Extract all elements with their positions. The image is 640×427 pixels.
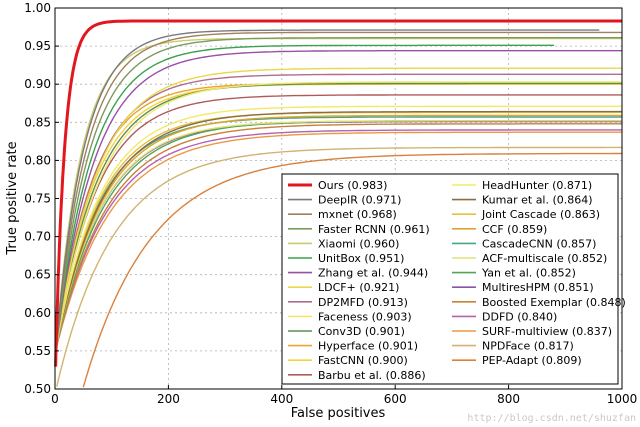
legend-entry-25: NPDFace (0.817): [482, 340, 574, 353]
legend-entry-23: DDFD (0.840): [482, 310, 557, 323]
legend-entry-15: Kumar et al. (0.864): [482, 194, 593, 207]
legend-entry-14: HeadHunter (0.871): [482, 179, 592, 192]
legend-entry-26: PEP-Adapt (0.809): [482, 354, 582, 367]
y-tick-label-10: 1.00: [24, 1, 51, 15]
legend-entry-9: Faceness (0.903): [318, 310, 412, 323]
series-layer: [54, 19, 622, 388]
legend-entry-12: FastCNN (0.900): [318, 354, 408, 367]
y-tick-label-4: 0.70: [24, 230, 51, 244]
x-tick-label-2: 400: [270, 392, 293, 406]
series-line-4: [55, 37, 622, 345]
series-line-14: [55, 105, 622, 349]
legend-entry-3: Faster RCNN (0.961): [318, 223, 430, 236]
y-axis-label: True positive rate: [5, 141, 20, 255]
x-tick-label-4: 800: [497, 392, 520, 406]
legend-box: [281, 173, 619, 385]
y-tick-label-2: 0.60: [24, 306, 51, 320]
axis-ticks: 0 200 400 600 800 1000 0.50 0.55 0.60 0.65 0.70 0.7…: [24, 1, 637, 406]
y-tick-label-0: 0.50: [24, 382, 51, 396]
y-tick-label-7: 0.85: [24, 115, 51, 129]
legend-entry-18: CascadeCNN (0.857): [482, 237, 596, 250]
series-line-6: [55, 50, 622, 348]
x-tick-label-5: 1000: [607, 392, 638, 406]
x-tick-label-3: 600: [384, 392, 407, 406]
x-axis-label: False positives: [291, 406, 386, 421]
legend-entry-7: LDCF+ (0.921): [318, 281, 399, 294]
y-tick-label-8: 0.90: [24, 77, 51, 91]
series-line-9: [55, 81, 622, 348]
legend-entry-6: Zhang et al. (0.944): [318, 267, 428, 280]
series-line-2: [55, 31, 622, 346]
legend-entry-16: Joint Cascade (0.863): [481, 208, 600, 221]
legend-entry-20: Yan et al. (0.852): [481, 267, 576, 280]
legend-entry-8: DP2MFD (0.913): [318, 296, 408, 309]
legend-entry-10: Conv3D (0.901): [318, 325, 405, 338]
series-line-15: [55, 110, 622, 349]
legend-entry-0: Ours (0.983): [318, 179, 387, 192]
legend-entry-2: mxnet (0.968): [318, 208, 397, 221]
legend-entry-1: DeepIR (0.971): [318, 194, 401, 207]
series-line-1: [55, 29, 600, 345]
y-tick-label-1: 0.55: [24, 344, 51, 358]
series-line-3: [55, 37, 622, 347]
series-line-22: [55, 123, 622, 349]
legend-entry-5: UnitBox (0.951): [318, 252, 404, 265]
series-line-5: [55, 44, 554, 347]
series-line-0: [54, 19, 622, 368]
y-tick-label-3: 0.65: [24, 268, 51, 282]
x-tick-label-1: 200: [157, 392, 180, 406]
legend-entry-4: Xiaomi (0.960): [318, 237, 399, 250]
y-tick-label-6: 0.80: [24, 153, 51, 167]
legend-entry-24: SURF-multiview (0.837): [482, 325, 612, 338]
legend-entry-21: MultiresHPM (0.851): [482, 281, 594, 294]
y-tick-label-5: 0.75: [24, 192, 51, 206]
legend-entry-22: Boosted Exemplar (0.848): [482, 296, 626, 309]
series-line-25: [56, 146, 622, 388]
legend-entry-19: ACF-multiscale (0.852): [482, 252, 607, 265]
legend: Ours (0.983) DeepIR (0.971)mxnet (0.968) F…: [281, 173, 626, 385]
x-tick-label-0: 0: [51, 392, 59, 406]
legend-entry-13: Barbu et al. (0.886): [318, 369, 426, 382]
series-line-7: [55, 67, 622, 348]
series-line-26: [82, 152, 622, 388]
legend-entry-11: Hyperface (0.901): [318, 340, 418, 353]
y-tick-label-9: 0.95: [24, 39, 51, 53]
legend-entry-17: CCF (0.859): [482, 223, 547, 236]
series-line-24: [55, 131, 622, 350]
watermark: http://blog.csdn.net/shuzfan: [467, 413, 636, 424]
